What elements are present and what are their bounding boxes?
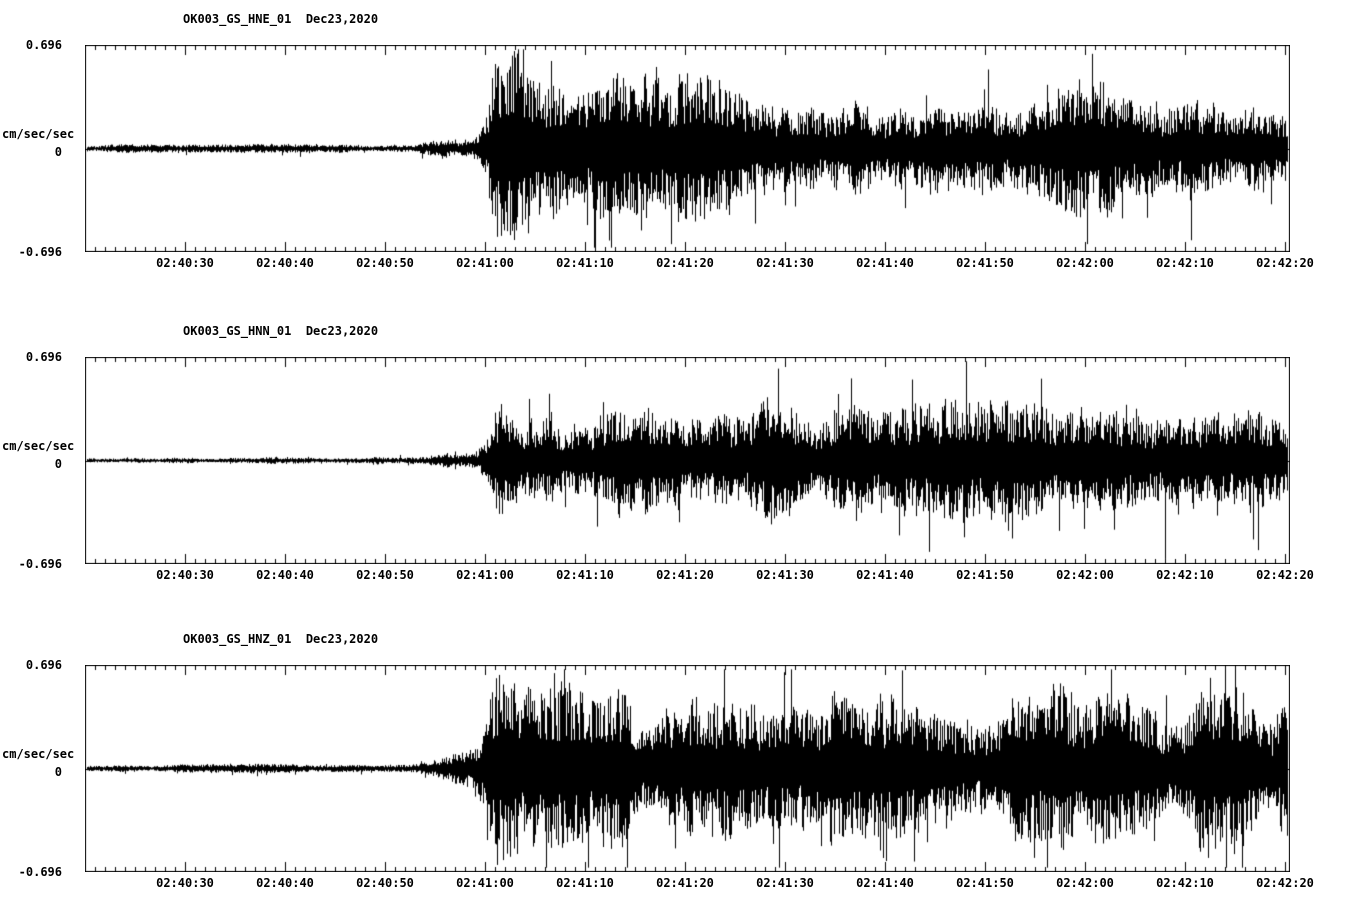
- x-tick-label: 02:42:10: [1156, 568, 1214, 582]
- y-axis-min-label: -0.696: [18, 245, 62, 259]
- waveform-canvas: [85, 357, 1290, 564]
- y-axis-zero-label: 0: [54, 765, 62, 779]
- x-tick-label: 02:41:00: [456, 876, 514, 890]
- x-tick-label: 02:41:40: [856, 876, 914, 890]
- y-axis-units-label: cm/sec/sec: [2, 439, 75, 453]
- x-tick-label: 02:42:00: [1056, 876, 1114, 890]
- y-axis-min-label: -0.696: [18, 865, 62, 879]
- y-axis-max-label: 0.696: [25, 38, 62, 52]
- waveform-canvas: [85, 45, 1290, 252]
- seismogram-panel: OK003_GS_HNN_01 Dec23,2020 0.696 cm/sec/…: [0, 324, 1358, 657]
- y-axis-max-label: 0.696: [25, 350, 62, 364]
- x-tick-label: 02:40:30: [156, 568, 214, 582]
- x-tick-label: 02:40:40: [256, 256, 314, 270]
- seismogram-panel: OK003_GS_HNZ_01 Dec23,2020 0.696 cm/sec/…: [0, 632, 1358, 924]
- waveform-canvas: [85, 665, 1290, 872]
- chart-title: OK003_GS_HNZ_01 Dec23,2020: [183, 632, 379, 646]
- x-tick-label: 02:40:50: [356, 256, 414, 270]
- y-axis-zero-label: 0: [54, 145, 62, 159]
- x-tick-label: 02:41:50: [956, 256, 1014, 270]
- x-tick-label: 02:41:20: [656, 568, 714, 582]
- y-axis-units-label: cm/sec/sec: [2, 747, 75, 761]
- x-tick-label: 02:40:30: [156, 256, 214, 270]
- x-tick-label: 02:42:00: [1056, 568, 1114, 582]
- y-axis-units-label: cm/sec/sec: [2, 127, 75, 141]
- x-tick-label: 02:41:20: [656, 876, 714, 890]
- y-axis-zero-label: 0: [54, 457, 62, 471]
- x-tick-label: 02:42:20: [1256, 568, 1314, 582]
- x-tick-label: 02:41:00: [456, 568, 514, 582]
- x-tick-label: 02:41:30: [756, 568, 814, 582]
- x-tick-label: 02:41:50: [956, 568, 1014, 582]
- y-axis-max-label: 0.696: [25, 658, 62, 672]
- x-tick-label: 02:41:10: [556, 256, 614, 270]
- x-tick-label: 02:40:50: [356, 568, 414, 582]
- x-tick-label: 02:40:30: [156, 876, 214, 890]
- x-tick-label: 02:42:20: [1256, 256, 1314, 270]
- x-tick-label: 02:40:50: [356, 876, 414, 890]
- x-tick-label: 02:41:40: [856, 568, 914, 582]
- x-tick-label: 02:41:50: [956, 876, 1014, 890]
- seismogram-panel: OK003_GS_HNE_01 Dec23,2020 0.696 cm/sec/…: [0, 12, 1358, 345]
- x-tick-label: 02:42:00: [1056, 256, 1114, 270]
- chart-title: OK003_GS_HNE_01 Dec23,2020: [183, 12, 379, 26]
- x-tick-label: 02:41:40: [856, 256, 914, 270]
- x-tick-label: 02:41:20: [656, 256, 714, 270]
- x-tick-label: 02:42:10: [1156, 256, 1214, 270]
- x-tick-label: 02:42:20: [1256, 876, 1314, 890]
- x-tick-label: 02:41:10: [556, 568, 614, 582]
- x-tick-label: 02:40:40: [256, 568, 314, 582]
- x-tick-label: 02:41:30: [756, 876, 814, 890]
- y-axis-min-label: -0.696: [18, 557, 62, 571]
- x-tick-label: 02:40:40: [256, 876, 314, 890]
- chart-title: OK003_GS_HNN_01 Dec23,2020: [183, 324, 379, 338]
- x-tick-label: 02:42:10: [1156, 876, 1214, 890]
- x-tick-label: 02:41:00: [456, 256, 514, 270]
- x-tick-label: 02:41:30: [756, 256, 814, 270]
- x-tick-label: 02:41:10: [556, 876, 614, 890]
